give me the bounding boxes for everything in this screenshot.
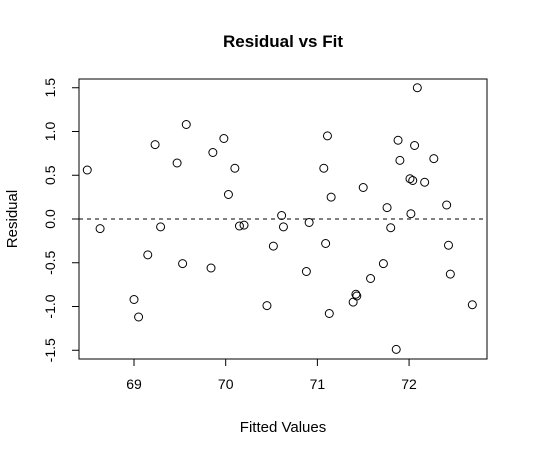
- data-point: [467, 300, 477, 310]
- data-point: [352, 291, 362, 301]
- y-tick-label: -0.5: [42, 250, 58, 274]
- data-point: [393, 135, 403, 145]
- data-point: [301, 267, 311, 276]
- data-point: [366, 274, 376, 283]
- x-tick-label: 72: [401, 376, 417, 392]
- data-point: [178, 259, 188, 269]
- y-axis-label: Residual: [4, 190, 21, 248]
- data-point: [445, 269, 455, 279]
- data-point: [442, 200, 452, 210]
- data-point: [143, 250, 153, 260]
- data-point: [278, 222, 288, 232]
- data-point: [181, 120, 191, 129]
- data-point: [358, 183, 368, 192]
- y-tick-label: -1.0: [42, 294, 58, 318]
- data-point: [322, 131, 332, 141]
- data-point: [262, 301, 272, 311]
- data-point: [391, 344, 401, 354]
- data-point: [410, 141, 420, 150]
- data-point: [406, 209, 416, 219]
- data-point: [304, 218, 314, 227]
- y-tick-label: 0.5: [42, 165, 58, 185]
- data-point: [420, 177, 430, 187]
- data-point: [443, 240, 453, 250]
- y-tick-label: -1.5: [42, 338, 58, 362]
- data-point: [230, 163, 240, 173]
- data-point: [386, 223, 396, 233]
- data-point: [351, 289, 361, 299]
- data-point: [219, 134, 229, 143]
- data-point: [408, 176, 418, 185]
- data-point: [129, 295, 139, 304]
- data-point: [319, 163, 329, 173]
- data-point: [321, 239, 331, 248]
- data-point: [150, 140, 160, 150]
- data-point: [208, 148, 218, 157]
- data-point: [395, 155, 405, 165]
- data-point: [82, 165, 92, 175]
- data-point: [429, 154, 439, 164]
- data-point: [206, 263, 216, 273]
- x-axis-label: Fitted Values: [240, 419, 326, 436]
- y-tick-label: 1.0: [42, 122, 58, 142]
- y-tick-label: 1.5: [42, 78, 58, 98]
- y-tick-label: 0.0: [42, 209, 58, 229]
- data-point: [324, 309, 334, 318]
- x-tick-label: 70: [218, 376, 234, 392]
- data-point: [348, 297, 358, 307]
- data-point: [134, 312, 144, 322]
- data-point: [223, 190, 233, 199]
- data-points: [82, 83, 477, 354]
- data-point: [405, 174, 415, 184]
- data-point: [326, 192, 336, 202]
- y-axis: -1.5 -1.0 -0.5 0.0 0.5 1.0 1.5: [42, 78, 79, 362]
- data-point: [268, 241, 278, 251]
- data-point: [412, 83, 422, 93]
- data-point: [382, 203, 392, 213]
- data-point: [239, 220, 249, 230]
- x-axis: 69 70 71 72: [126, 359, 417, 392]
- x-tick-label: 71: [310, 376, 326, 392]
- chart-title: Residual vs Fit: [223, 32, 343, 51]
- data-point: [234, 221, 244, 231]
- data-point: [95, 224, 105, 234]
- data-point: [172, 158, 182, 168]
- data-point: [156, 222, 166, 232]
- x-tick-label: 69: [126, 376, 142, 392]
- data-point: [378, 259, 388, 269]
- data-point: [277, 211, 287, 220]
